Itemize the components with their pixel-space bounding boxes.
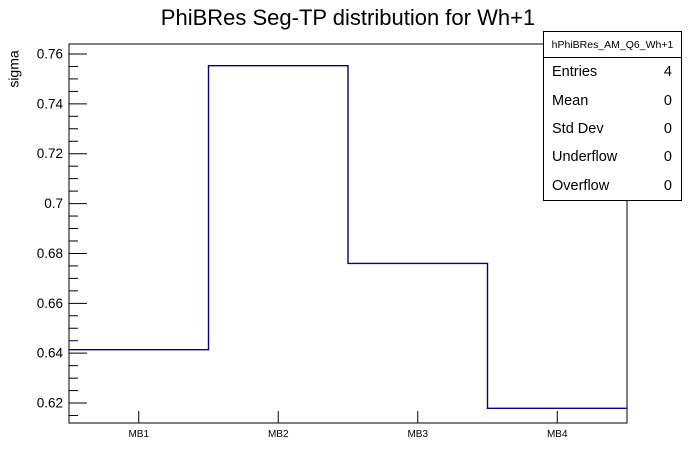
y-tick-label: 0.64 xyxy=(37,346,64,361)
stats-label: Entries xyxy=(552,64,598,81)
stats-row-mean: Mean 0 xyxy=(544,86,681,114)
x-tick-label: MB1 xyxy=(128,429,149,440)
stats-box: hPhiBRes_AM_Q6_Wh+1 Entries 4 Mean 0 Std… xyxy=(543,31,682,201)
stats-row-underflow: Underflow 0 xyxy=(544,143,681,171)
stats-value: 0 xyxy=(663,92,672,109)
stats-value: 4 xyxy=(663,64,672,81)
chart-title: PhiBRes Seg-TP distribution for Wh+1 xyxy=(160,5,536,30)
stats-rows: Entries 4 Mean 0 Std Dev 0 Underflow 0 O… xyxy=(544,58,681,200)
stats-value: 0 xyxy=(663,177,672,194)
stats-row-overflow: Overflow 0 xyxy=(544,172,681,200)
stats-label: Overflow xyxy=(552,177,610,194)
x-tick-label: MB4 xyxy=(547,429,568,440)
y-tick-label: 0.66 xyxy=(37,296,63,311)
stats-row-stddev: Std Dev 0 xyxy=(544,115,681,143)
stats-label: Underflow xyxy=(552,149,618,166)
stats-value: 0 xyxy=(663,149,672,166)
stats-label: Std Dev xyxy=(552,121,604,138)
histogram-line xyxy=(69,64,627,409)
stats-value: 0 xyxy=(663,121,672,138)
y-tick-label: 0.76 xyxy=(37,46,63,61)
plot-frame xyxy=(68,43,628,424)
stats-box-title: hPhiBRes_AM_Q6_Wh+1 xyxy=(544,32,681,58)
y-tick-label: 0.74 xyxy=(37,96,64,111)
stats-row-entries: Entries 4 xyxy=(544,58,681,86)
x-tick-label: MB2 xyxy=(268,429,289,440)
y-tick-label: 0.7 xyxy=(44,196,63,211)
y-tick-label: 0.62 xyxy=(37,396,63,411)
stats-label: Mean xyxy=(552,92,589,109)
y-tick-label: 0.68 xyxy=(37,246,63,261)
x-tick-label: MB3 xyxy=(407,429,428,440)
y-tick-label: 0.72 xyxy=(37,146,63,161)
